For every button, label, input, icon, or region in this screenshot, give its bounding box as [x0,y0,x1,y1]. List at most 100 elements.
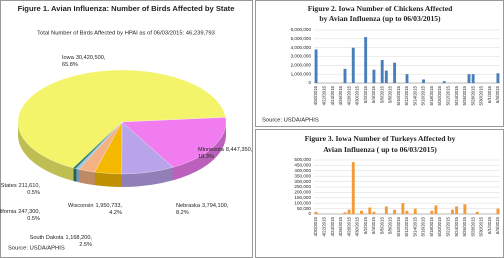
label-value: 247,300, [18,209,40,215]
chart-title: Figure 2. Iowa Number of Chickens Affect… [308,4,453,13]
x-tick-label: 5/2/2015 [363,85,368,103]
bar [463,204,467,214]
bar [496,208,500,214]
pie-slice [72,121,123,169]
source: Source: USDA/APHIS [262,118,319,124]
x-tick-label: 4/20/2015 [313,216,318,236]
data-label: California247,300,0.5% [0,209,40,222]
bar [364,37,368,83]
bar [475,211,479,214]
bar [496,73,500,83]
bar [343,68,347,83]
y-tick-label: 6,000,000 [291,27,312,32]
y-tick-label: 4,000,000 [291,45,312,50]
bar [393,62,397,83]
x-tick-label: 5/12/2015 [404,216,409,236]
x-tick-label: 5/14/2015 [412,216,417,236]
y-tick-label: 1,000,000 [291,71,312,76]
x-tick-label: 4/20/2015 [313,85,318,105]
x-tick-label: 5/2/2015 [363,216,368,234]
data-label: South Dakota 1,168,200, 2.5% [30,235,93,248]
bar [467,74,471,83]
y-tick-label: 5,000,000 [291,36,312,41]
x-tick-label: 5/10/2015 [396,216,401,236]
label-percent: 0.5% [27,216,40,222]
x-tick-label: 5/4/2015 [371,85,376,103]
chart-title: by Avian Influenza (up to 06/03/2015) [319,14,441,23]
label-value: 3,794,100, [202,203,229,209]
bar [413,208,417,214]
x-tick-label: 5/28/2015 [470,85,475,105]
x-tick-label: 4/26/2015 [338,85,343,105]
bar [314,49,318,83]
x-tick-label: 6/1/2015 [487,216,492,234]
y-tick-label: 200,000 [294,190,311,195]
x-tick-label: 5/20/2015 [437,216,442,236]
bar [372,69,376,83]
label-value: 1,950,733, [96,203,123,209]
x-tick-label: 5/8/2015 [388,85,393,103]
bar [451,209,454,214]
x-tick-label: 6/1/2015 [487,85,492,103]
label-percent: 0.5% [27,190,40,196]
x-tick-label: 4/26/2015 [338,216,343,236]
bar [430,210,434,214]
bar [422,79,425,83]
y-tick-label: 250,000 [294,184,311,189]
bar [347,209,351,214]
x-tick-label: 5/18/2015 [429,216,434,236]
bar [380,60,384,83]
label-category: South Dakota [30,235,65,241]
x-tick-label: 5/22/2015 [445,85,450,105]
bar [368,207,372,214]
y-tick-label: 500,000 [294,157,311,162]
x-tick-label: 5/20/2015 [437,85,442,105]
bar [360,210,363,214]
bar [343,212,347,214]
bar [401,203,405,214]
data-label: Minnesota 8,447,350, 18.3% [198,147,253,160]
x-tick-label: 6/3/2015 [495,216,500,234]
x-tick-label: 5/26/2015 [462,216,467,236]
chart-title: Figure 1. Avian Influenza: Number of Bir… [18,4,235,13]
chart-title: Figure 3. Iowa Number of Turkeys Affecte… [305,134,456,143]
label-category: Nebraska [176,203,201,209]
pie-slice [121,117,227,168]
label-percent: 65.8% [62,62,78,68]
y-tick-label: 0 [308,211,311,216]
x-tick-label: 5/26/2015 [462,85,467,105]
x-tick-label: 4/24/2015 [330,85,335,105]
label-category: Other States [0,183,17,189]
x-tick-label: 5/22/2015 [445,216,450,236]
label-percent: 2.5% [79,242,92,248]
x-tick-label: 5/24/2015 [454,216,459,236]
x-tick-label: 5/6/2015 [379,216,384,234]
x-tick-label: 4/28/2015 [346,85,351,105]
bar [471,74,475,83]
bar [434,205,438,214]
y-tick-label: 400,000 [294,168,311,173]
chart-subtitle: Total Number of Birds Affected by HPAI a… [37,31,215,37]
x-tick-label: 5/24/2015 [454,85,459,105]
y-tick-label: 300,000 [294,179,311,184]
x-tick-label: 5/28/2015 [470,216,475,236]
x-tick-label: 5/16/2015 [421,85,426,105]
bar [314,211,318,214]
data-label: Wisconsin 1,950,733, 4.2% [68,203,122,216]
label-category: Iowa [62,55,75,61]
pie-slice [17,69,226,169]
bar [384,206,388,214]
y-tick-label: 2,000,000 [291,63,312,68]
y-tick-label: 100,000 [294,200,311,205]
x-tick-label: 5/30/2015 [479,85,484,105]
panel-frame [255,0,504,127]
y-tick-label: 450,000 [294,163,311,168]
bar [393,209,397,214]
bar [351,47,355,83]
label-category: California [0,209,17,215]
y-tick-label: 0 [308,80,311,85]
x-tick-label: 4/30/2015 [355,85,360,105]
y-tick-label: 3,000,000 [291,54,312,59]
